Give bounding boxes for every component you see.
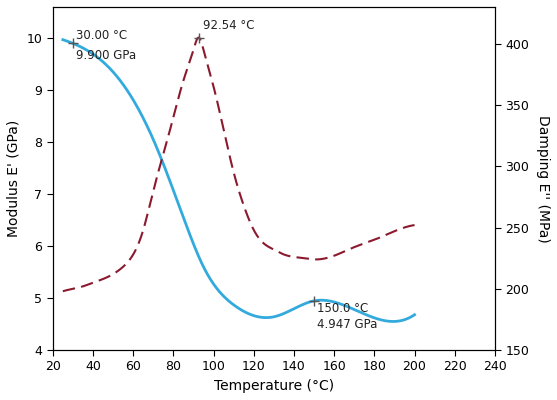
Text: 9.900 GPa: 9.900 GPa	[76, 49, 136, 62]
Y-axis label: Modulus E' (GPa): Modulus E' (GPa)	[7, 120, 21, 237]
Y-axis label: Damping E'' (MPa): Damping E'' (MPa)	[536, 115, 550, 242]
Text: 150.0 °C: 150.0 °C	[317, 302, 368, 315]
Text: 4.947 GPa: 4.947 GPa	[317, 318, 378, 331]
Text: 30.00 °C: 30.00 °C	[76, 29, 127, 42]
X-axis label: Temperature (°C): Temperature (°C)	[214, 379, 334, 393]
Text: 92.54 °C: 92.54 °C	[203, 19, 254, 32]
